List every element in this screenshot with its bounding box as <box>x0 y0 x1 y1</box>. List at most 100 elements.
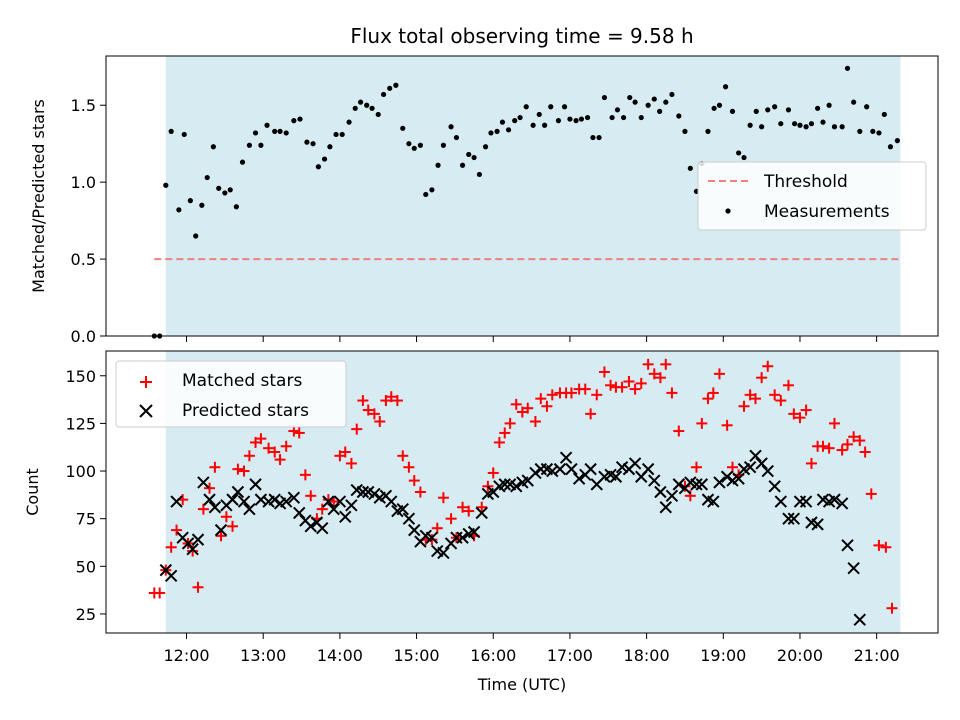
predicted-star-point <box>385 495 398 508</box>
top-y-tick-label: 1.0 <box>71 173 96 192</box>
matched-star-point <box>865 488 877 500</box>
matched-star-point <box>362 404 374 416</box>
matched-star-point <box>859 446 871 458</box>
matched-star-point <box>800 404 812 416</box>
measurement-point <box>881 111 887 118</box>
measurement-point <box>536 111 542 118</box>
measurement-point <box>894 138 900 144</box>
matched-star-point <box>873 539 885 551</box>
matched-star-point <box>579 383 591 395</box>
x-tick-label: 16:00 <box>470 646 516 665</box>
measurement-point <box>440 142 447 148</box>
matched-star-point <box>529 416 541 427</box>
matched-star-point <box>623 375 635 387</box>
predicted-star-point <box>799 495 813 508</box>
top-y-tick-label: 0.0 <box>71 327 96 346</box>
predicted-star-point <box>226 493 239 506</box>
matched-star-point <box>414 486 426 498</box>
matched-star-point <box>238 465 250 477</box>
matched-star-point <box>721 419 733 431</box>
top-legend-box <box>697 161 927 231</box>
matched-star-point <box>437 492 449 504</box>
measurement-point <box>785 107 792 113</box>
predicted-star-point <box>510 480 523 493</box>
predicted-star-point <box>293 506 306 520</box>
predicted-star-points <box>159 449 866 626</box>
matched-star-point <box>828 417 840 429</box>
matched-star-point <box>197 503 209 515</box>
measurement-point <box>729 108 736 114</box>
predicted-star-point <box>467 525 481 539</box>
measurement-point <box>844 65 851 71</box>
measurement-point <box>459 162 466 168</box>
bottom-legend-box <box>115 360 347 428</box>
matched-star-point <box>504 417 516 429</box>
predicted-star-point <box>572 472 586 485</box>
measurement-point <box>297 116 303 122</box>
matched-star-point <box>171 524 183 536</box>
predicted-star-point <box>847 562 860 575</box>
measurement-point <box>482 144 489 150</box>
measurement-point <box>876 130 882 136</box>
measurement-point <box>567 116 573 122</box>
matched-star-point <box>823 442 835 454</box>
x-tick-label: 13:00 <box>240 646 286 665</box>
matched-star-point <box>457 501 469 513</box>
measurement-point <box>716 102 723 108</box>
measurement-point <box>239 159 246 165</box>
measurement-point <box>315 164 322 170</box>
matched-star-point <box>403 461 415 473</box>
matched-star-point <box>769 389 781 401</box>
matched-star-point <box>215 530 227 542</box>
measurement-point <box>216 185 222 191</box>
predicted-star-point <box>749 449 762 463</box>
predicted-star-point <box>279 495 293 508</box>
matched-star-point <box>565 387 577 399</box>
matched-star-point <box>499 427 511 439</box>
measurement-point <box>471 154 477 161</box>
top-panel-frame <box>105 55 939 337</box>
bottom-y-tick-label: 125 <box>65 414 96 433</box>
bottom-panel-y-axis: 25 50 75 100 125 150 <box>65 367 106 624</box>
top-panel-y-axis: 0.0 0.5 1.0 1.5 <box>71 96 106 346</box>
matched-star-point <box>397 450 409 462</box>
measurement-point <box>542 122 548 128</box>
predicted-star-point <box>456 531 469 544</box>
predicted-star-point <box>197 476 210 489</box>
measurement-point <box>530 122 536 128</box>
matched-star-point <box>848 431 860 443</box>
measurement-points <box>151 65 900 339</box>
measurement-point <box>870 128 876 134</box>
top-legend: Threshold Measurements <box>697 161 927 231</box>
matched-star-point <box>305 490 317 502</box>
measurement-point <box>632 99 638 105</box>
predicted-star-point <box>743 461 757 474</box>
matched-star-point <box>263 442 275 454</box>
matched-star-point <box>842 438 854 450</box>
measurement-point <box>252 130 259 136</box>
measurement-point <box>246 142 252 148</box>
measurement-point <box>722 84 729 90</box>
predicted-star-point <box>853 613 866 626</box>
matched-star-point <box>535 393 547 405</box>
measurement-point <box>380 91 387 98</box>
matched-star-point <box>322 494 334 506</box>
measurement-point <box>517 114 523 121</box>
measurement-point <box>429 187 435 193</box>
measurement-point <box>759 124 765 130</box>
predicted-star-point <box>356 485 370 499</box>
predicted-star-point <box>425 531 439 544</box>
matched-star-point <box>385 391 397 403</box>
predicted-star-point <box>787 512 801 525</box>
predicted-star-point <box>243 502 256 516</box>
matched-star-point <box>476 501 488 513</box>
matched-star-point <box>316 503 328 515</box>
predicted-star-point <box>665 489 679 503</box>
predicted-star-point <box>203 493 216 506</box>
matched-star-point <box>713 368 725 380</box>
measurement-point <box>609 114 615 121</box>
matched-star-point <box>546 389 558 401</box>
predicted-star-point <box>214 523 228 537</box>
measurement-point <box>375 111 381 118</box>
measurement-point <box>494 128 500 134</box>
